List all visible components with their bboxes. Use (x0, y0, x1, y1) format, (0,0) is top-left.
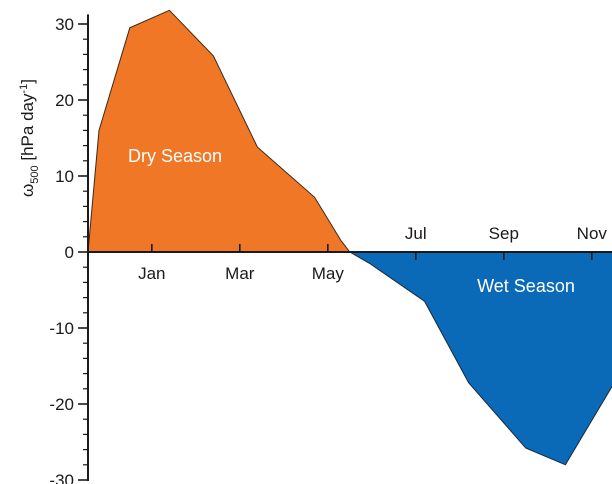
x-tick-label: Jan (138, 264, 165, 283)
y-tick-label: 20 (55, 91, 74, 110)
x-tick-label: Sep (489, 224, 519, 243)
y-tick-label: -10 (49, 319, 74, 338)
y-axis-label-symbol: ω (18, 184, 37, 197)
axes: 30 20 10 0 -10 -20 -30 Jan Mar May Jul Sep Nov (49, 14, 612, 484)
y-tick-label: -30 (49, 471, 74, 484)
y-axis-label-subscript: 500 (29, 165, 41, 183)
x-tick-label: Jul (405, 224, 427, 243)
y-tick-label: 10 (55, 167, 74, 186)
y-axis-label: ω500 [hPa day-1] (18, 79, 41, 197)
y-axis-label-unit-suffix: ] (18, 79, 37, 84)
area-dry-season (87, 9, 612, 253)
y-tick-label: 30 (55, 15, 74, 34)
area-series (87, 9, 612, 466)
y-tick-label: 0 (65, 243, 74, 262)
x-tick-label: May (312, 264, 345, 283)
y-axis-label-unit-prefix: [hPa day (18, 93, 37, 165)
y-axis-label-superscript: -1 (18, 84, 30, 94)
annotation-wet-season: Wet Season (477, 276, 575, 296)
x-tick-label: Nov (577, 224, 608, 243)
area-wet-season (347, 251, 612, 466)
y-tick-label: -20 (49, 395, 74, 414)
annotation-dry-season: Dry Season (128, 146, 222, 166)
x-tick-label: Mar (225, 264, 255, 283)
